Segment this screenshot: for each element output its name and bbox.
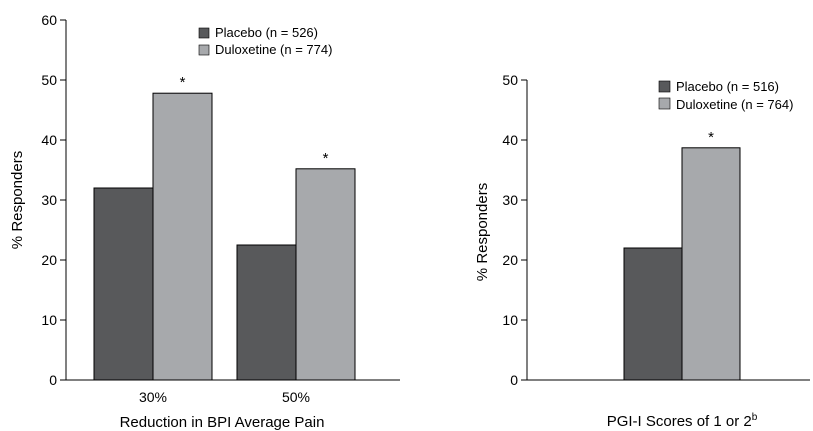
right-bars [623, 147, 741, 381]
right-bar-placebo [623, 247, 683, 381]
left-x-tick-labels: 30% 50% [139, 389, 310, 405]
left-significance-star: * [323, 150, 329, 167]
right-y-tick-label: 0 [510, 372, 518, 388]
left-y-tick-label: 60 [41, 12, 57, 28]
left-significance-star: * [180, 74, 186, 91]
right-y-ticks: 0 10 20 30 40 50 [502, 72, 527, 388]
left-legend-swatch-duloxetine [198, 44, 210, 56]
left-bar-duloxetine [295, 168, 356, 381]
right-x-axis-title-superscript: b [752, 412, 758, 423]
left-legend: Placebo (n = 526) Duloxetine (n = 774) [198, 25, 332, 57]
left-bar-duloxetine [152, 92, 213, 381]
left-y-ticks: 0 10 20 30 40 50 60 [41, 12, 66, 388]
left-legend-swatch-placebo [198, 27, 210, 39]
right-y-tick-label: 40 [502, 132, 518, 148]
right-y-axis-title: % Responders [474, 183, 491, 281]
left-y-tick-label: 30 [41, 192, 57, 208]
left-legend-label-duloxetine: Duloxetine (n = 774) [215, 42, 332, 57]
left-bar-placebo [93, 187, 154, 381]
right-bar-duloxetine [681, 147, 741, 381]
left-significance-markers: ** [180, 74, 329, 167]
right-x-axis-title-main: PGI-I Scores of 1 or 2 [607, 413, 752, 430]
left-x-tick-label: 30% [139, 389, 167, 405]
right-legend-swatch-duloxetine [658, 97, 671, 110]
right-y-tick-label: 50 [502, 72, 518, 88]
left-x-axis-title: Reduction in BPI Average Pain [120, 414, 325, 431]
right-y-tick-label: 10 [502, 312, 518, 328]
left-y-tick-label: 20 [41, 252, 57, 268]
right-legend-label-duloxetine: Duloxetine (n = 764) [676, 97, 793, 112]
right-legend-label-placebo: Placebo (n = 516) [676, 79, 779, 94]
left-bars [93, 92, 356, 381]
left-y-tick-label: 50 [41, 72, 57, 88]
left-legend-label-placebo: Placebo (n = 526) [215, 25, 318, 40]
right-x-axis-title: PGI-I Scores of 1 or 2b [607, 412, 758, 430]
left-bar-placebo [236, 244, 297, 381]
chart-pgi-scores: 0 10 20 30 40 50 * % Responders PGI-I Scores … [474, 72, 810, 430]
right-legend-swatch-placebo [658, 80, 671, 93]
left-y-tick-label: 10 [41, 312, 57, 328]
right-y-tick-label: 30 [502, 192, 518, 208]
left-y-tick-label: 0 [49, 372, 57, 388]
right-y-tick-label: 20 [502, 252, 518, 268]
left-y-axis-title: % Responders [9, 151, 26, 249]
left-x-tick-label: 50% [282, 389, 310, 405]
left-y-tick-label: 40 [41, 132, 57, 148]
right-legend: Placebo (n = 516) Duloxetine (n = 764) [658, 79, 793, 112]
right-significance-markers: * [708, 129, 714, 146]
right-significance-star: * [708, 129, 714, 146]
